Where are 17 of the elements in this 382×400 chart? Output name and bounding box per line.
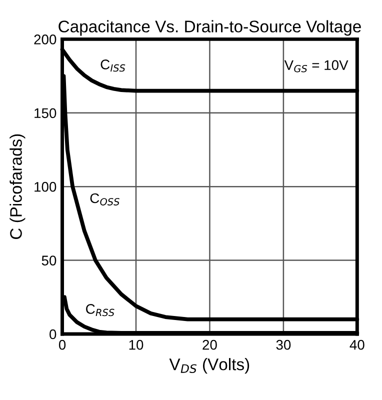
y-tick-label: 0: [50, 329, 56, 340]
series-label: C$_{RSS}$: [86, 304, 114, 316]
x-axis-title: V$_{DS}$ (Volts): [169, 358, 250, 374]
x-tick-label: 0: [58, 340, 66, 350]
series-label: C$_{OSS}$: [90, 193, 120, 206]
x-tick-label: 20: [202, 340, 217, 350]
chart-title: Capacitance Vs. Drain-to-Source Voltage: [58, 20, 361, 36]
y-tick-label: 200: [34, 34, 56, 44]
x-tick-label: 30: [276, 340, 291, 350]
y-axis-title: C (Picofarads): [10, 134, 26, 240]
x-tick-label: 10: [129, 340, 144, 350]
x-tick-label: 40: [350, 340, 364, 350]
series-label: C$_{ISS}$: [100, 60, 126, 72]
y-tick-label: 150: [34, 108, 56, 118]
y-tick-label: 100: [34, 182, 56, 192]
annotation: V$_{GS}$ = 10V: [284, 60, 348, 72]
y-tick-label: 50: [42, 256, 56, 266]
